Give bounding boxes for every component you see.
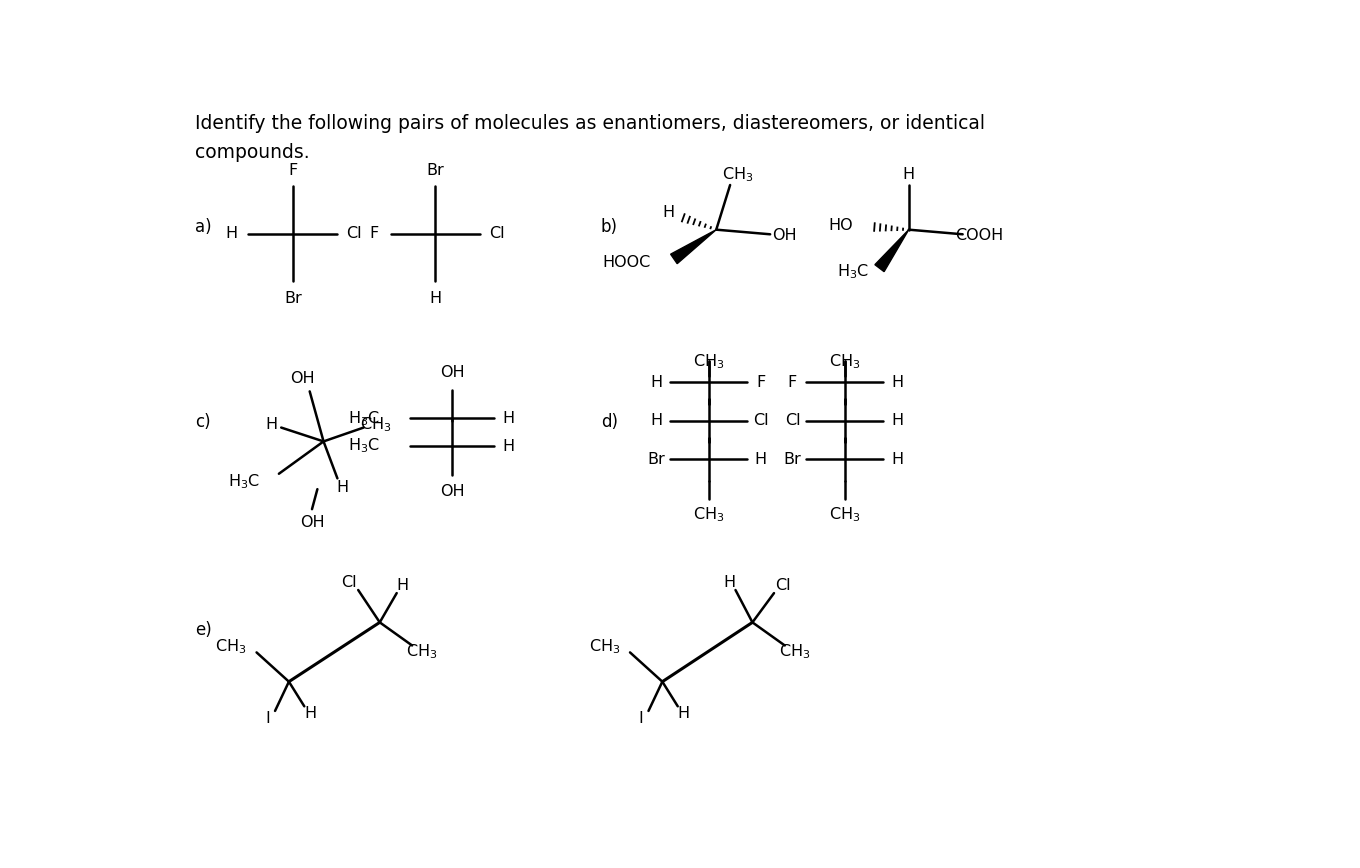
Text: COOH: COOH bbox=[956, 228, 1004, 243]
Text: CH$_3$: CH$_3$ bbox=[692, 352, 725, 372]
Text: CH$_3$: CH$_3$ bbox=[830, 352, 861, 372]
Text: d): d) bbox=[601, 413, 617, 431]
Text: H: H bbox=[397, 578, 409, 593]
Text: H: H bbox=[502, 438, 514, 454]
Text: CH$_3$: CH$_3$ bbox=[830, 505, 861, 524]
Text: H: H bbox=[337, 480, 350, 495]
Polygon shape bbox=[670, 230, 717, 264]
Text: H$_3$C: H$_3$C bbox=[836, 263, 869, 281]
Text: Br: Br bbox=[284, 291, 302, 306]
Text: CH$_3$: CH$_3$ bbox=[360, 415, 392, 434]
Text: OH: OH bbox=[439, 365, 465, 380]
Text: CH$_3$: CH$_3$ bbox=[215, 638, 246, 656]
Text: Cl: Cl bbox=[753, 413, 768, 428]
Text: a): a) bbox=[194, 219, 212, 236]
Text: H$_3$C: H$_3$C bbox=[228, 472, 260, 490]
Text: H: H bbox=[755, 451, 767, 467]
Text: H: H bbox=[226, 226, 237, 241]
Text: H: H bbox=[265, 417, 277, 432]
Text: OH: OH bbox=[771, 228, 797, 243]
Text: H: H bbox=[662, 205, 675, 220]
Polygon shape bbox=[874, 230, 908, 272]
Text: F: F bbox=[288, 163, 298, 178]
Text: compounds.: compounds. bbox=[194, 142, 310, 161]
Text: H: H bbox=[903, 167, 915, 181]
Text: OH: OH bbox=[439, 484, 465, 499]
Text: HOOC: HOOC bbox=[602, 254, 651, 269]
Text: H: H bbox=[891, 413, 903, 428]
Text: H: H bbox=[891, 375, 903, 390]
Text: HO: HO bbox=[828, 219, 853, 233]
Text: Cl: Cl bbox=[785, 413, 800, 428]
Text: CH$_3$: CH$_3$ bbox=[692, 505, 725, 524]
Text: CH$_3$: CH$_3$ bbox=[407, 642, 438, 661]
Text: Cl: Cl bbox=[490, 226, 505, 241]
Text: I: I bbox=[638, 711, 643, 727]
Text: H: H bbox=[891, 451, 903, 467]
Text: H: H bbox=[724, 575, 736, 590]
Text: b): b) bbox=[601, 219, 617, 236]
Text: Br: Br bbox=[647, 451, 665, 467]
Text: H: H bbox=[430, 291, 441, 306]
Text: H: H bbox=[502, 411, 514, 426]
Text: c): c) bbox=[194, 413, 211, 431]
Text: Identify the following pairs of molecules as enantiomers, diastereomers, or iden: Identify the following pairs of molecule… bbox=[194, 115, 985, 133]
Text: H$_3$C: H$_3$C bbox=[348, 437, 381, 456]
Text: OH: OH bbox=[299, 515, 324, 529]
Text: Cl: Cl bbox=[775, 578, 792, 593]
Text: Br: Br bbox=[783, 451, 801, 467]
Text: e): e) bbox=[194, 621, 212, 639]
Text: F: F bbox=[756, 375, 766, 390]
Text: Cl: Cl bbox=[347, 226, 362, 241]
Text: Cl: Cl bbox=[341, 575, 356, 590]
Text: H: H bbox=[677, 707, 690, 721]
Text: H: H bbox=[650, 413, 662, 428]
Text: Br: Br bbox=[426, 163, 445, 178]
Text: H: H bbox=[650, 375, 662, 390]
Text: OH: OH bbox=[290, 371, 314, 385]
Text: I: I bbox=[265, 711, 269, 727]
Text: CH$_3$: CH$_3$ bbox=[722, 165, 753, 183]
Text: F: F bbox=[369, 226, 378, 241]
Text: CH$_3$: CH$_3$ bbox=[589, 638, 620, 656]
Text: CH$_3$: CH$_3$ bbox=[779, 642, 811, 661]
Text: F: F bbox=[787, 375, 797, 390]
Text: H$_3$C: H$_3$C bbox=[348, 409, 381, 428]
Text: H: H bbox=[305, 707, 317, 721]
